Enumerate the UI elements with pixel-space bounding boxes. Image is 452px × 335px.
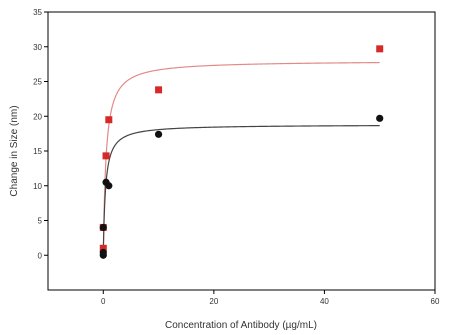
x-tick-label: 60 <box>431 297 440 306</box>
data-point-series-2 <box>154 130 163 138</box>
data-point-series-2 <box>376 114 384 122</box>
x-tick-label: 20 <box>209 297 218 306</box>
fit-curves <box>102 61 380 256</box>
fit-curve-2 <box>102 125 380 256</box>
y-tick-label: 5 <box>38 217 43 226</box>
y-tick-label: 0 <box>38 251 43 260</box>
y-axis-title: Change in Size (nm) <box>9 105 20 196</box>
data-point-series-2 <box>105 182 113 190</box>
y-tick-label: 35 <box>33 8 42 17</box>
x-axis-title: Concentration of Antibody (µg/mL) <box>165 320 317 331</box>
x-tick-label: 40 <box>320 297 329 306</box>
data-point-series-1 <box>99 244 107 252</box>
data-points <box>99 45 384 259</box>
y-tick-label: 15 <box>33 147 42 156</box>
data-point-series-1 <box>105 116 113 124</box>
data-point-series-1 <box>155 86 163 94</box>
data-point-series-2 <box>99 223 107 232</box>
data-point-series-1 <box>102 152 110 160</box>
y-tick-label: 20 <box>33 112 42 121</box>
y-tick-label: 25 <box>33 78 42 87</box>
fit-curve-1 <box>102 61 380 256</box>
data-point-series-2 <box>99 248 107 257</box>
axis-ticks: 0 20 40 60 0 5 10 15 20 25 30 35 <box>33 8 440 306</box>
y-tick-label: 30 <box>33 43 42 52</box>
x-tick-label: 0 <box>101 297 106 306</box>
y-tick-label: 10 <box>33 182 42 191</box>
data-point-series-1 <box>376 45 384 53</box>
